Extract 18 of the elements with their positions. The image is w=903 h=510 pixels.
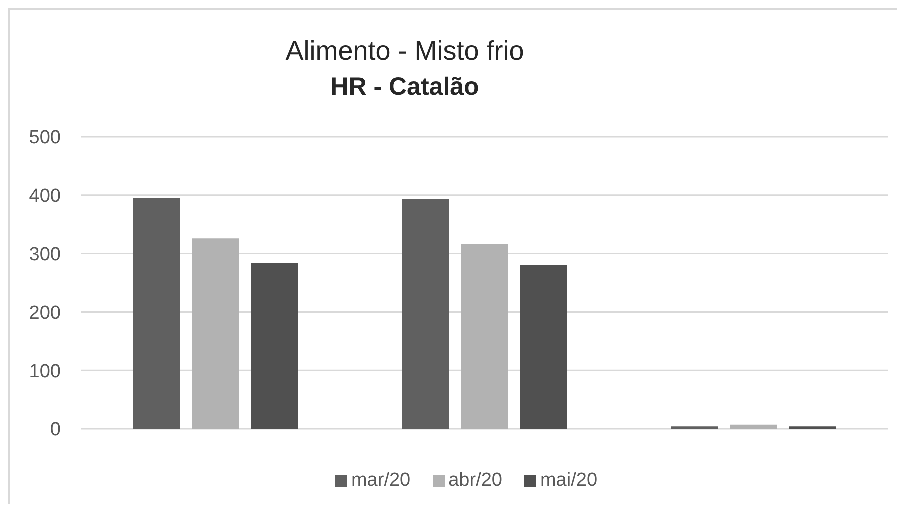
- bar: [461, 244, 508, 429]
- bar: [192, 238, 239, 429]
- bar: [730, 424, 777, 429]
- y-tick-label: 200: [29, 302, 61, 324]
- y-tick-label: 300: [29, 244, 61, 266]
- legend-label: mai/20: [540, 470, 598, 491]
- bar: [402, 199, 449, 429]
- legend-label: mar/20: [351, 470, 411, 491]
- y-tick-label: 500: [29, 128, 61, 149]
- bar: [251, 263, 298, 429]
- y-tick-label: 100: [29, 361, 61, 382]
- chart-subtitle: HR - Catalão: [330, 72, 480, 103]
- bar: [520, 265, 567, 429]
- bar: [133, 198, 180, 429]
- legend-label: abr/20: [448, 470, 502, 491]
- y-tick-label: 400: [29, 186, 61, 208]
- chart-title: Alimento - Misto frio: [286, 35, 524, 67]
- y-tick-label: 0: [50, 420, 61, 441]
